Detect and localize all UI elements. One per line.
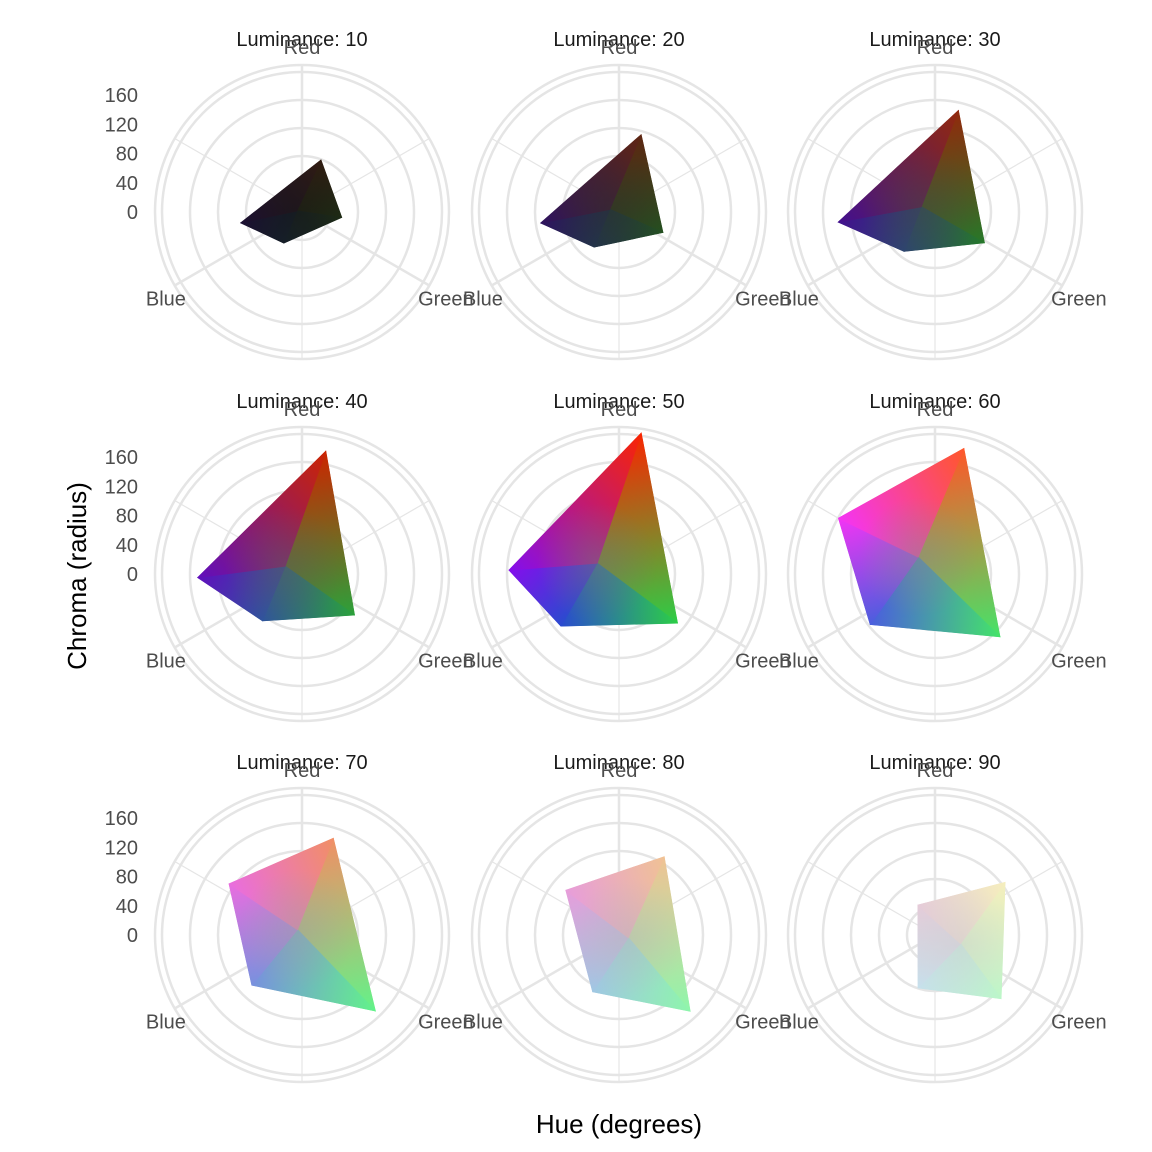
gamut-area: [837, 109, 985, 252]
direction-label-blue: Blue: [463, 1012, 503, 1034]
radial-tick-label: 40: [116, 896, 138, 918]
panel-title: Luminance: 80: [553, 752, 684, 774]
direction-label-green: Green: [735, 289, 791, 311]
direction-label-green: Green: [735, 1012, 791, 1034]
direction-label-green: Green: [418, 651, 474, 673]
gamut-area: [565, 856, 691, 1012]
panel-title: Luminance: 20: [553, 29, 684, 51]
radial-tick-label: 160: [105, 85, 138, 107]
radial-tick-label: 40: [116, 173, 138, 195]
direction-label-blue: Blue: [146, 651, 186, 673]
radial-tick-label: 80: [116, 144, 138, 166]
panel-title: Luminance: 90: [869, 752, 1000, 774]
radial-tick-label: 40: [116, 535, 138, 557]
x-axis-title: Hue (degrees): [536, 1109, 702, 1139]
radial-tick-label: 0: [127, 925, 138, 947]
panel-title: Luminance: 70: [236, 752, 367, 774]
grid-spoke-minor: [807, 860, 936, 936]
direction-label-green: Green: [1051, 289, 1107, 311]
panel-title: Luminance: 50: [553, 391, 684, 413]
radial-tick-label: 80: [116, 867, 138, 889]
gamut-area: [228, 837, 376, 1012]
direction-label-red: Red: [601, 37, 638, 59]
direction-label-green: Green: [735, 651, 791, 673]
direction-label-red: Red: [917, 37, 954, 59]
direction-label-red: Red: [601, 760, 638, 782]
panel-title: Luminance: 40: [236, 391, 367, 413]
radial-tick-label: 80: [116, 506, 138, 528]
direction-label-blue: Blue: [146, 1012, 186, 1034]
direction-label-green: Green: [418, 1012, 474, 1034]
y-axis-title: Chroma (radius): [62, 482, 92, 670]
radial-tick-label: 160: [105, 808, 138, 830]
grid-spoke: [807, 933, 936, 1010]
radial-tick-label: 120: [105, 114, 138, 136]
radial-tick-label: 120: [105, 476, 138, 498]
direction-label-red: Red: [284, 399, 321, 421]
panel-title: Luminance: 10: [236, 29, 367, 51]
direction-label-red: Red: [601, 399, 638, 421]
gamut-area: [917, 881, 1006, 1000]
direction-label-green: Green: [418, 289, 474, 311]
panel-grid: Luminance: 10RedGreenBlue04080120160Lumi…: [105, 29, 1107, 1084]
direction-label-green: Green: [1051, 1012, 1107, 1034]
direction-label-red: Red: [917, 760, 954, 782]
direction-label-red: Red: [284, 37, 321, 59]
direction-label-red: Red: [284, 760, 321, 782]
gamut-area: [197, 450, 355, 622]
direction-label-blue: Blue: [463, 651, 503, 673]
gamut-area: [508, 432, 678, 627]
direction-label-blue: Blue: [146, 289, 186, 311]
panel-title: Luminance: 60: [869, 391, 1000, 413]
direction-label-red: Red: [917, 399, 954, 421]
direction-label-blue: Blue: [779, 1012, 819, 1034]
radial-tick-label: 0: [127, 202, 138, 224]
direction-label-blue: Blue: [779, 651, 819, 673]
radial-tick-label: 0: [127, 564, 138, 586]
gamut-area: [838, 447, 1001, 638]
panel-title: Luminance: 30: [869, 29, 1000, 51]
direction-label-blue: Blue: [779, 289, 819, 311]
radial-tick-label: 120: [105, 837, 138, 859]
direction-label-blue: Blue: [463, 289, 503, 311]
direction-label-green: Green: [1051, 651, 1107, 673]
radial-tick-label: 160: [105, 447, 138, 469]
